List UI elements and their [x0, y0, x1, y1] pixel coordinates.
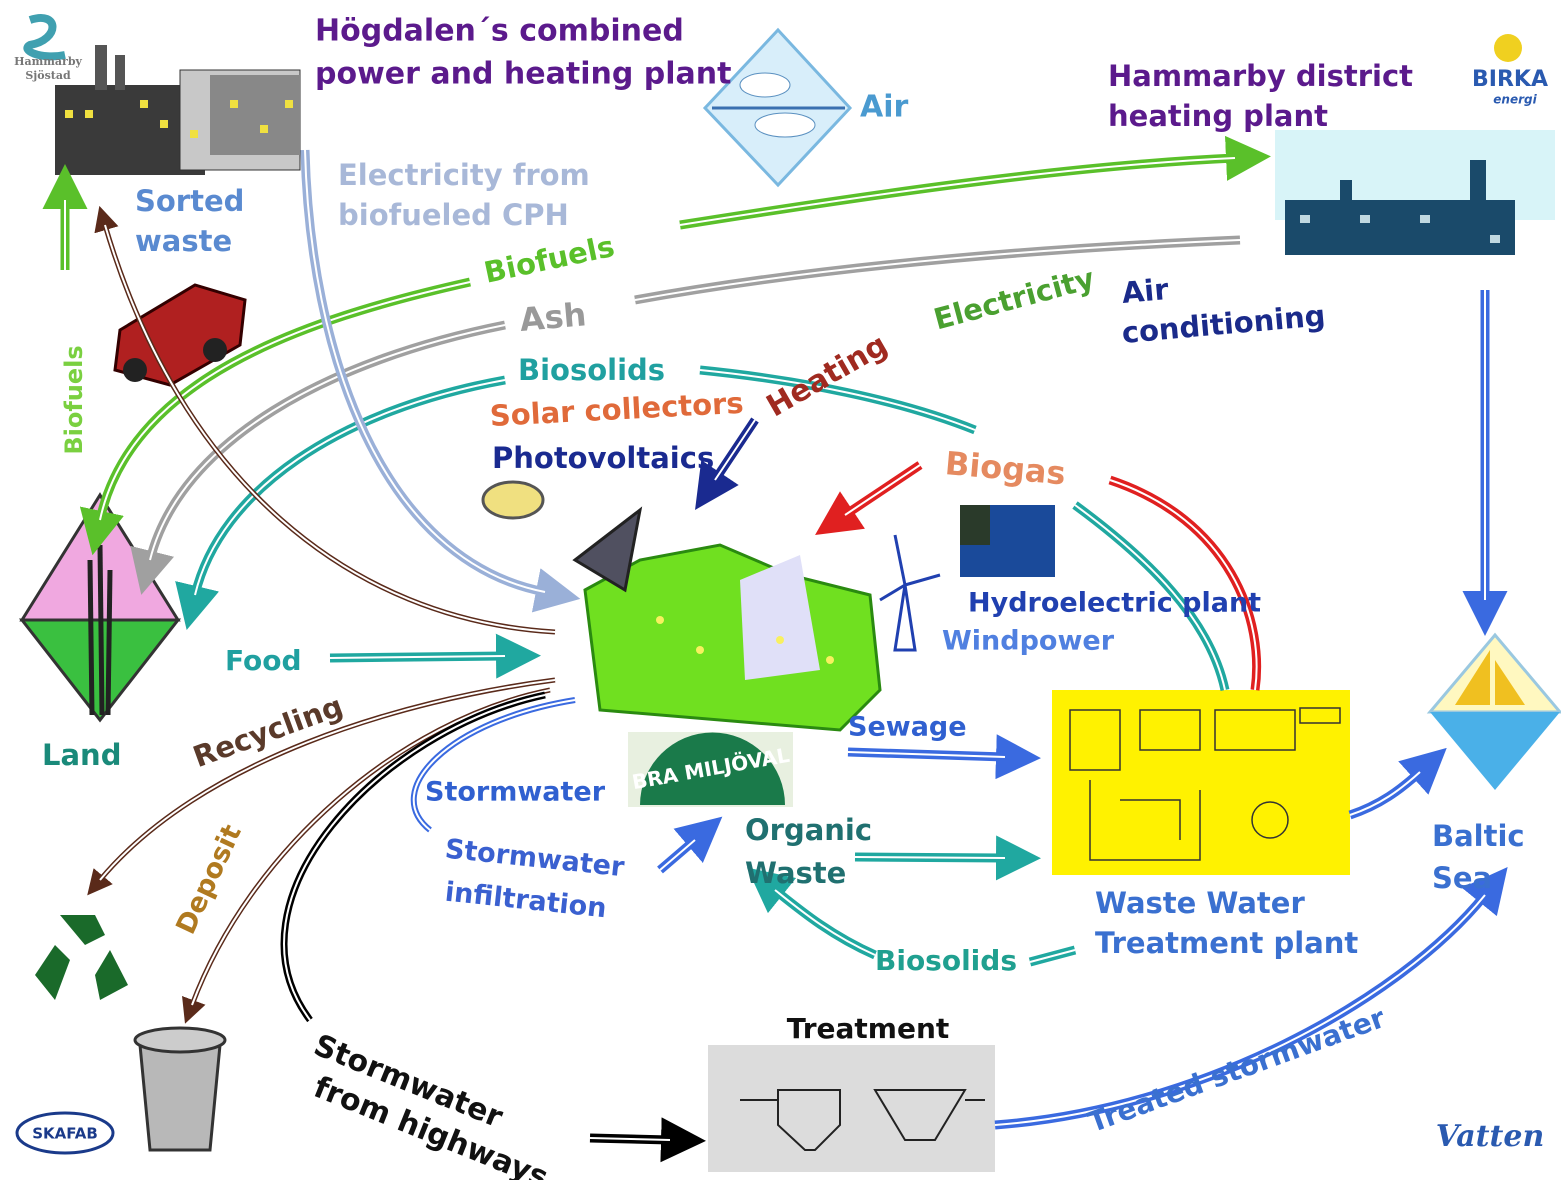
birka-logo	[1494, 34, 1522, 62]
label: biofueled CPH	[338, 198, 569, 232]
label: Photovoltaics	[492, 441, 714, 475]
label: heating plant	[1108, 99, 1328, 133]
label: waste	[135, 224, 232, 258]
arrow-inner	[854, 856, 1006, 859]
label: Biosolids	[875, 944, 1017, 977]
label: Biosolids	[518, 353, 665, 387]
air-icon	[702, 27, 853, 188]
label: Treatment plant	[1095, 926, 1358, 960]
label: Biogas	[944, 444, 1068, 492]
arrow-inner	[412, 699, 576, 831]
arrow-inner	[699, 369, 976, 431]
label: Stormwater	[425, 777, 606, 808]
label: Solar collectors	[489, 386, 744, 433]
label: Land	[42, 738, 121, 772]
label: Waste Water	[1095, 886, 1305, 920]
label: Air	[860, 90, 909, 125]
label: infiltration	[443, 877, 607, 925]
logo-text: BIRKA	[1472, 67, 1548, 92]
label: Food	[225, 644, 302, 677]
label: Högdalen´s combined	[315, 14, 684, 49]
hogdalen-plant	[55, 45, 301, 175]
baltic-icon	[1426, 632, 1561, 790]
solar-panel	[572, 506, 643, 593]
arrow-inner	[99, 679, 556, 881]
arrow-inner	[589, 1137, 671, 1141]
label: Hammarby district	[1108, 59, 1413, 93]
windmill	[879, 534, 941, 652]
arrow-inner	[774, 889, 876, 956]
arrow-inner	[191, 689, 551, 1006]
arrow-inner	[659, 839, 696, 871]
sun	[481, 480, 545, 520]
logo-text: SKAFAB	[32, 1125, 98, 1143]
arrow-inner	[194, 379, 506, 596]
arrow-inner	[329, 655, 506, 659]
label: Organic	[745, 813, 872, 847]
arrow-inner	[104, 224, 556, 633]
label: Treatment	[787, 1012, 950, 1045]
arrow-inner	[994, 894, 1486, 1126]
skafab-logo	[15, 1111, 115, 1155]
label: Ash	[518, 295, 588, 339]
miljoval-logo	[628, 732, 793, 807]
label: Electricity from	[338, 158, 590, 192]
arrow	[175, 375, 506, 631]
label: power and heating plant	[315, 57, 731, 92]
arrow-inner	[99, 281, 471, 521]
label: Stormwater	[443, 834, 626, 884]
treatment-icon	[708, 1045, 995, 1172]
arrow-inner	[1349, 771, 1421, 816]
hydro-icon	[960, 505, 1055, 577]
label: Sewage	[848, 712, 967, 743]
arrow	[746, 867, 877, 960]
arrow-inner	[283, 694, 546, 1021]
arrow-inner	[149, 324, 506, 561]
label: Biofuels	[481, 229, 617, 290]
label: Electricity	[930, 261, 1098, 336]
arrow-inner	[847, 751, 1006, 758]
city	[583, 543, 882, 732]
arrow-inner	[844, 464, 921, 516]
arrow-inner	[1074, 504, 1226, 691]
arrow	[410, 697, 576, 833]
arrow-inner	[714, 419, 756, 481]
arrow	[1108, 475, 1262, 691]
label: Air	[1120, 272, 1170, 310]
label: Sea	[1432, 861, 1492, 895]
label: Sorted	[135, 184, 244, 218]
trash-can	[133, 1026, 227, 1152]
truck	[113, 283, 247, 387]
wwtp-icon	[1052, 690, 1350, 875]
arrow-inner	[304, 149, 546, 593]
hammarby-logo	[23, 14, 66, 61]
label: Biofuels	[60, 345, 88, 454]
recycle-icon	[35, 915, 128, 1000]
label: Treated stormwater	[1084, 1001, 1390, 1139]
logo-text: energi	[1493, 93, 1537, 107]
arrow-inner	[1029, 949, 1076, 963]
arrow-inner	[634, 239, 1241, 301]
logo-text: Vatten	[1436, 1119, 1545, 1154]
district-heating-plant	[1275, 130, 1555, 255]
arrow-inner	[679, 157, 1236, 226]
label: Waste	[745, 856, 846, 890]
logo-text: Sjöstad	[25, 69, 71, 82]
label: Hydroelectric plant	[968, 588, 1261, 619]
label: Baltic	[1432, 819, 1525, 853]
arrow	[1348, 747, 1447, 820]
arrow-inner	[1109, 479, 1258, 691]
label: Windpower	[942, 626, 1115, 657]
logo-text: Hammarby	[14, 55, 82, 68]
land-icon	[18, 492, 182, 723]
